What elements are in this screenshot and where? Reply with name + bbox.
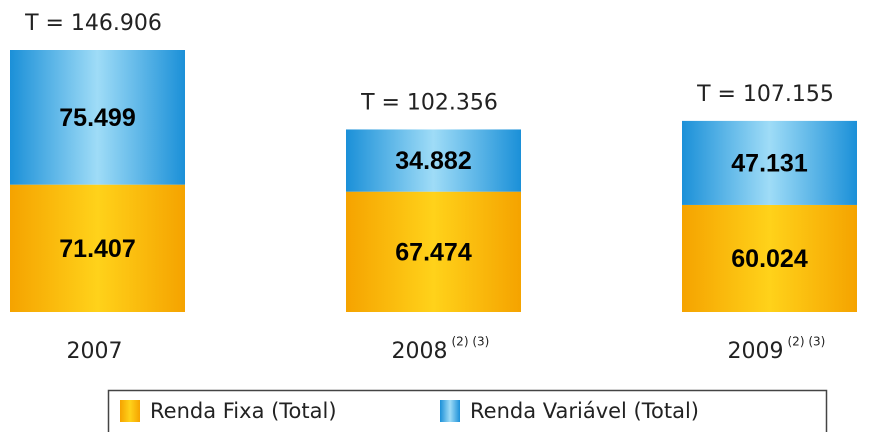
value-label: 71.407 [59,235,135,263]
value-label: 75.499 [59,104,135,132]
bar-segment [10,50,185,185]
category-label: 2008 [392,339,448,364]
category-label: 2009 [728,339,784,364]
legend-label: Renda Variável (Total) [470,399,699,423]
value-label: 60.024 [731,245,808,273]
total-label: T = 107.155 [696,82,834,107]
total-label: T = 102.356 [360,90,498,115]
value-label: 34.882 [395,147,471,175]
bar-segment [346,129,521,192]
category-label: 2007 [67,339,123,364]
legend-label: Renda Fixa (Total) [150,399,337,423]
bar-segment [682,120,857,205]
legend-swatch [120,400,140,422]
category-note: (2) (3) [452,335,490,349]
value-label: 47.131 [731,150,808,178]
legend-swatch [440,400,460,422]
bar-segment [10,184,185,312]
category-note: (2) (3) [788,335,826,349]
bar-segment [346,191,521,312]
total-label: T = 146.906 [24,11,162,36]
value-label: 67.474 [395,238,472,266]
bar-segment [682,204,857,312]
